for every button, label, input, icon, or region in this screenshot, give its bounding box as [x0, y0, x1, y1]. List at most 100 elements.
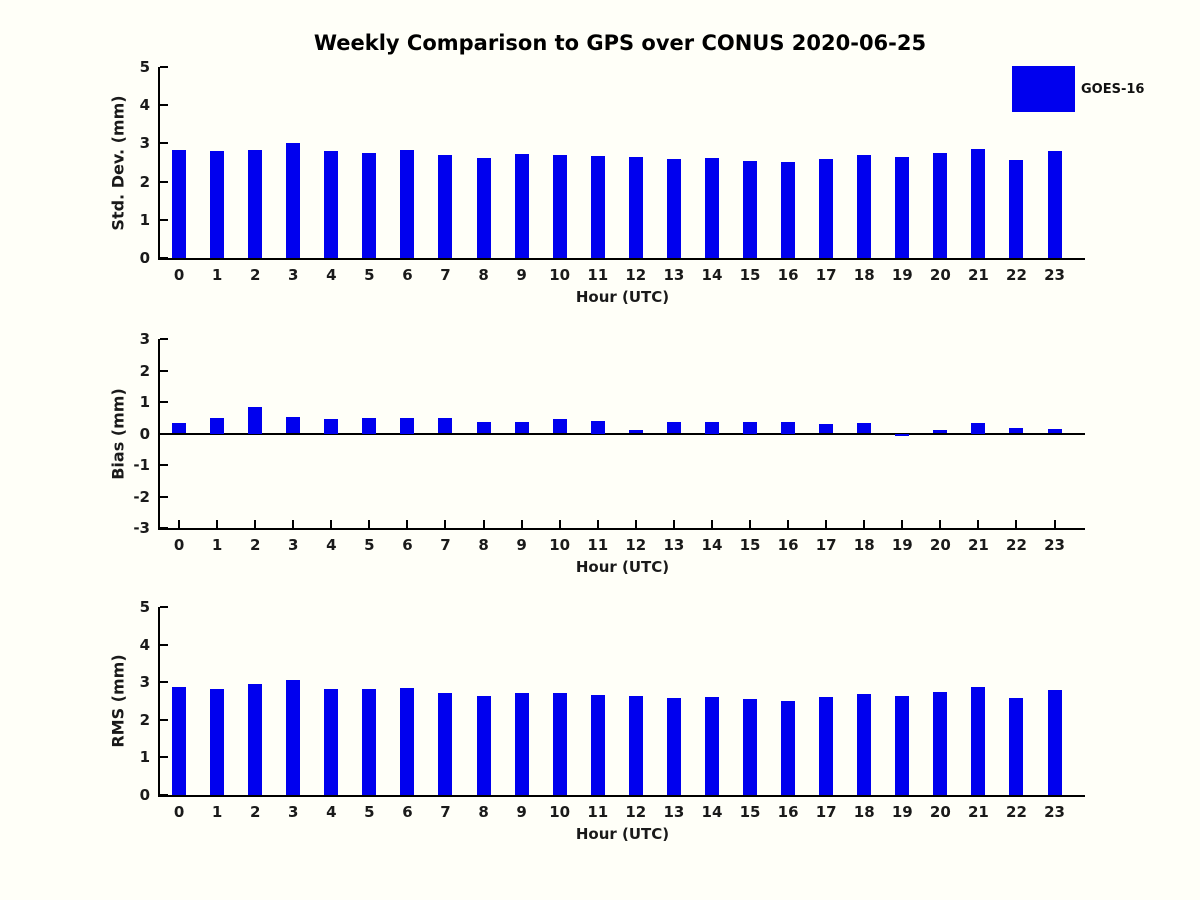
bar [743, 421, 758, 434]
x-tick-label: 16 [777, 536, 799, 554]
bar [438, 154, 453, 258]
x-tick-mark [749, 520, 752, 528]
y-axis-line [158, 339, 160, 530]
x-tick-label: 21 [967, 803, 989, 821]
bar [324, 688, 339, 795]
y-tick-label: 5 [139, 58, 150, 76]
x-tick-label: 6 [402, 266, 413, 284]
x-tick-label: 4 [326, 803, 337, 821]
bar [819, 424, 834, 434]
x-tick-label: 22 [1006, 803, 1027, 821]
x-tick-mark [254, 520, 257, 528]
bar [819, 158, 834, 258]
x-tick-label: 0 [173, 803, 185, 821]
y-tick-label: 0 [139, 424, 150, 443]
x-tick-label: 9 [516, 803, 527, 821]
x-tick-label: 21 [967, 266, 989, 284]
bar [476, 422, 491, 434]
x-tick-mark [444, 520, 447, 528]
bar [666, 159, 681, 259]
y-axis-label: Std. Dev. (mm) [108, 94, 128, 231]
y-tick-label: 3 [139, 330, 150, 348]
y-tick-mark [160, 338, 168, 340]
bar [438, 692, 453, 795]
x-tick-label: 5 [364, 803, 375, 821]
bar [590, 156, 605, 259]
x-tick-mark [1053, 520, 1056, 528]
y-tick-label: 0 [139, 786, 150, 804]
y-tick-label: 0 [139, 249, 150, 267]
bar [628, 430, 643, 434]
x-tick-label: 12 [625, 803, 647, 821]
bar [514, 422, 529, 434]
bar [1009, 159, 1024, 258]
x-tick-mark [1015, 520, 1018, 528]
bar [704, 696, 719, 795]
x-tick-mark [178, 520, 181, 528]
y-tick-label: 4 [139, 96, 150, 115]
bar [324, 418, 339, 434]
bar [743, 699, 758, 796]
bar [628, 695, 643, 795]
y-tick-label: 4 [139, 635, 150, 654]
bar [895, 433, 910, 436]
x-tick-label: 18 [853, 536, 875, 554]
y-tick-label: -3 [133, 519, 150, 537]
bar [933, 430, 948, 434]
x-tick-label: 5 [364, 266, 375, 284]
bar [743, 160, 758, 258]
bar [476, 157, 491, 258]
y-tick-label: 1 [139, 393, 150, 411]
x-tick-mark [901, 520, 904, 528]
bar [514, 154, 529, 259]
legend-swatch-goes16 [1012, 66, 1075, 112]
x-tick-label: 19 [891, 266, 913, 284]
y-tick-label: -1 [133, 456, 150, 474]
x-axis-line [158, 528, 1085, 530]
x-tick-label: 13 [663, 803, 685, 821]
x-tick-label: 23 [1044, 803, 1065, 821]
x-tick-label: 12 [625, 266, 647, 284]
x-tick-mark [863, 520, 866, 528]
bar [590, 694, 605, 795]
bar [552, 419, 567, 433]
y-tick-mark [160, 718, 168, 721]
bar [857, 423, 872, 434]
bar [514, 692, 529, 795]
x-tick-mark [558, 520, 561, 528]
x-tick-label: 16 [777, 803, 799, 821]
bar [781, 700, 796, 795]
bar [210, 417, 225, 434]
x-axis-label: Hour (UTC) [575, 825, 670, 843]
y-axis-label: Bias (mm) [108, 387, 128, 480]
x-tick-label: 10 [549, 803, 571, 821]
x-tick-label: 1 [211, 536, 223, 554]
x-tick-label: 16 [777, 266, 799, 284]
bar [476, 695, 491, 795]
y-tick-mark [160, 180, 168, 183]
x-tick-label: 12 [625, 536, 647, 554]
x-tick-label: 13 [663, 266, 685, 284]
bar [819, 697, 834, 796]
x-tick-label: 2 [249, 536, 261, 554]
bar [1009, 698, 1024, 796]
x-tick-label: 11 [587, 266, 609, 284]
y-tick-mark [160, 756, 168, 759]
x-tick-label: 9 [516, 266, 527, 284]
y-tick-mark [160, 369, 168, 372]
bar [933, 153, 948, 259]
x-axis-label: Hour (UTC) [575, 288, 670, 306]
x-tick-label: 0 [173, 536, 185, 554]
y-tick-mark [160, 218, 168, 221]
y-tick-label: 1 [139, 210, 150, 229]
x-tick-label: 6 [402, 803, 413, 821]
x-tick-label: 10 [549, 536, 571, 554]
bar [172, 423, 187, 434]
x-tick-mark [787, 520, 790, 528]
x-tick-mark [520, 520, 523, 528]
x-tick-label: 14 [701, 803, 723, 821]
bar [286, 143, 301, 259]
bar [400, 150, 415, 259]
y-tick-mark [160, 104, 168, 107]
x-tick-label: 19 [891, 803, 913, 821]
